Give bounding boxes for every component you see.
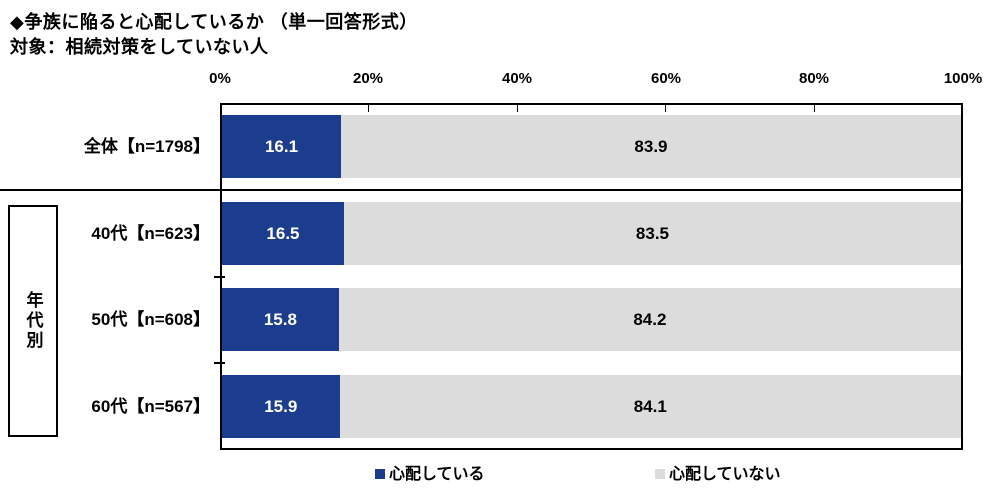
bar-segment-not-worried: 84.1 [339,375,961,439]
legend-swatch-worried-icon [375,469,385,479]
x-axis-tick-mark [814,105,815,112]
x-axis-tick-label: 40% [501,70,533,87]
chart-subtitle: 対象：相続対策をしていない人 [10,37,269,57]
bar-row: 15.9 84.1 [222,375,961,439]
chart-title: ◆争族に陥ると心配しているか （単一回答形式） [10,12,418,32]
x-axis-tick-label: 60% [650,70,682,87]
bar-segment-worried: 15.9 [222,375,340,439]
legend: 心配している 心配していない [0,464,1000,488]
category-label: 全体【n=1798】 [83,136,210,156]
separator-line [0,189,963,191]
age-group-box: 年代別 [8,205,58,437]
bar-segment-worried: 16.5 [222,201,344,265]
x-axis-tick-mark [517,105,518,112]
category-label: 50代【n=608】 [91,310,210,330]
age-group-label: 年代別 [23,291,43,351]
legend-label-not-worried: 心配していない [669,466,781,483]
x-axis-tick-label: 20% [352,70,384,87]
bar-row: 16.1 83.9 [222,114,961,178]
bar-row: 16.5 83.5 [222,201,961,265]
bar-row: 15.8 84.2 [222,288,961,352]
bar-segment-not-worried: 84.2 [338,288,961,352]
category-label: 60代【n=567】 [91,397,210,417]
bar-segment-worried: 16.1 [222,114,341,178]
x-axis-tick-label: 0% [209,70,231,87]
legend-item-not-worried: 心配していない [655,464,781,486]
x-axis-tick-mark [368,105,369,112]
legend-item-worried: 心配している [375,464,485,486]
bar-segment-not-worried: 83.9 [340,114,961,178]
category-tick-mark [214,362,225,364]
x-axis-tick-mark [665,105,666,112]
legend-label-worried: 心配している [389,466,485,483]
bar-segment-worried: 15.8 [222,288,339,352]
category-tick-mark [214,276,225,278]
x-axis-tick-label: 100% [943,70,983,87]
legend-swatch-not-worried-icon [655,469,665,479]
x-axis-tick-label: 80% [798,70,830,87]
bar-segment-not-worried: 83.5 [343,201,961,265]
category-label: 40代【n=623】 [91,223,210,243]
